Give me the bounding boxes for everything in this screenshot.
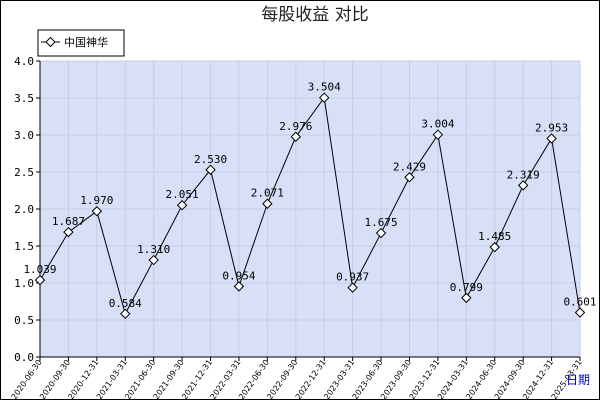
data-label: 2.976	[279, 120, 312, 133]
data-label: 0.937	[336, 271, 369, 284]
data-point-marker	[176, 200, 188, 211]
data-point-marker	[120, 308, 131, 319]
data-label: 1.687	[52, 215, 85, 228]
data-point-marker	[517, 180, 529, 191]
data-label: 1.310	[137, 243, 170, 256]
data-point-marker	[404, 172, 415, 183]
data-label: 2.319	[507, 168, 540, 181]
data-label: 2.051	[166, 188, 199, 201]
legend: 中国神华	[37, 29, 125, 57]
data-point-marker	[319, 92, 330, 103]
y-tick-label: 4.0	[14, 55, 34, 68]
data-label: 3.504	[308, 81, 341, 94]
data-label: 0.799	[450, 281, 483, 294]
data-label: 1.675	[364, 216, 397, 229]
data-label: 2.953	[535, 121, 568, 134]
y-tick-label: 0.0	[14, 351, 34, 364]
series-line	[39, 96, 581, 316]
data-point-marker	[91, 206, 103, 217]
data-point-marker	[489, 241, 500, 253]
data-label: 2.071	[251, 187, 284, 200]
y-tick-label: 0.5	[14, 314, 34, 327]
data-point-marker	[375, 227, 387, 239]
data-label: 1.485	[478, 230, 511, 243]
data-label: 0.584	[109, 297, 142, 310]
data-point-marker	[461, 292, 472, 304]
data-label: 0.601	[563, 296, 596, 309]
data-point-marker	[290, 131, 301, 142]
grid-lines	[39, 60, 581, 358]
data-label: 2.530	[194, 153, 227, 166]
data-label: 3.004	[421, 118, 454, 131]
data-point-marker	[432, 129, 444, 140]
y-tick-label: 2.0	[14, 203, 34, 216]
y-tick-label: 2.5	[14, 166, 34, 179]
series-china-shenhua	[34, 92, 586, 319]
y-axis-ticks: 0.0 0.5 1.0 1.5 2.0 2.5 3.0 3.5 4.0	[14, 55, 40, 364]
data-label: 1.970	[80, 194, 113, 207]
y-tick-label: 1.5	[14, 240, 34, 253]
legend-marker-icon	[45, 36, 56, 48]
data-point-marker	[233, 281, 245, 292]
data-point-marker	[347, 282, 358, 293]
data-point-marker	[205, 164, 216, 175]
data-point-marker	[574, 307, 586, 318]
x-axis-unit: 日期	[566, 373, 590, 387]
data-label: 1.039	[23, 263, 56, 276]
data-labels: 1.039 1.687 1.970 0.584 1.310 2.051 2.530 0.954…	[23, 81, 596, 310]
y-tick-label: 3.0	[14, 129, 34, 142]
data-point-marker	[63, 226, 74, 238]
data-point-marker	[148, 254, 159, 266]
data-label: 0.954	[222, 269, 255, 282]
data-label: 2.429	[393, 160, 426, 173]
x-axis-ticks: 2020-06-302020-09-302020-12-312021-03-31…	[10, 357, 584, 400]
data-point-marker	[34, 274, 46, 286]
y-tick-label: 1.0	[14, 277, 34, 290]
data-point-marker	[546, 133, 557, 144]
legend-series-name: 中国神华	[64, 35, 108, 49]
y-tick-label: 3.5	[14, 92, 34, 105]
chart-title: 每股收益 对比	[261, 5, 368, 25]
data-point-marker	[262, 198, 273, 209]
